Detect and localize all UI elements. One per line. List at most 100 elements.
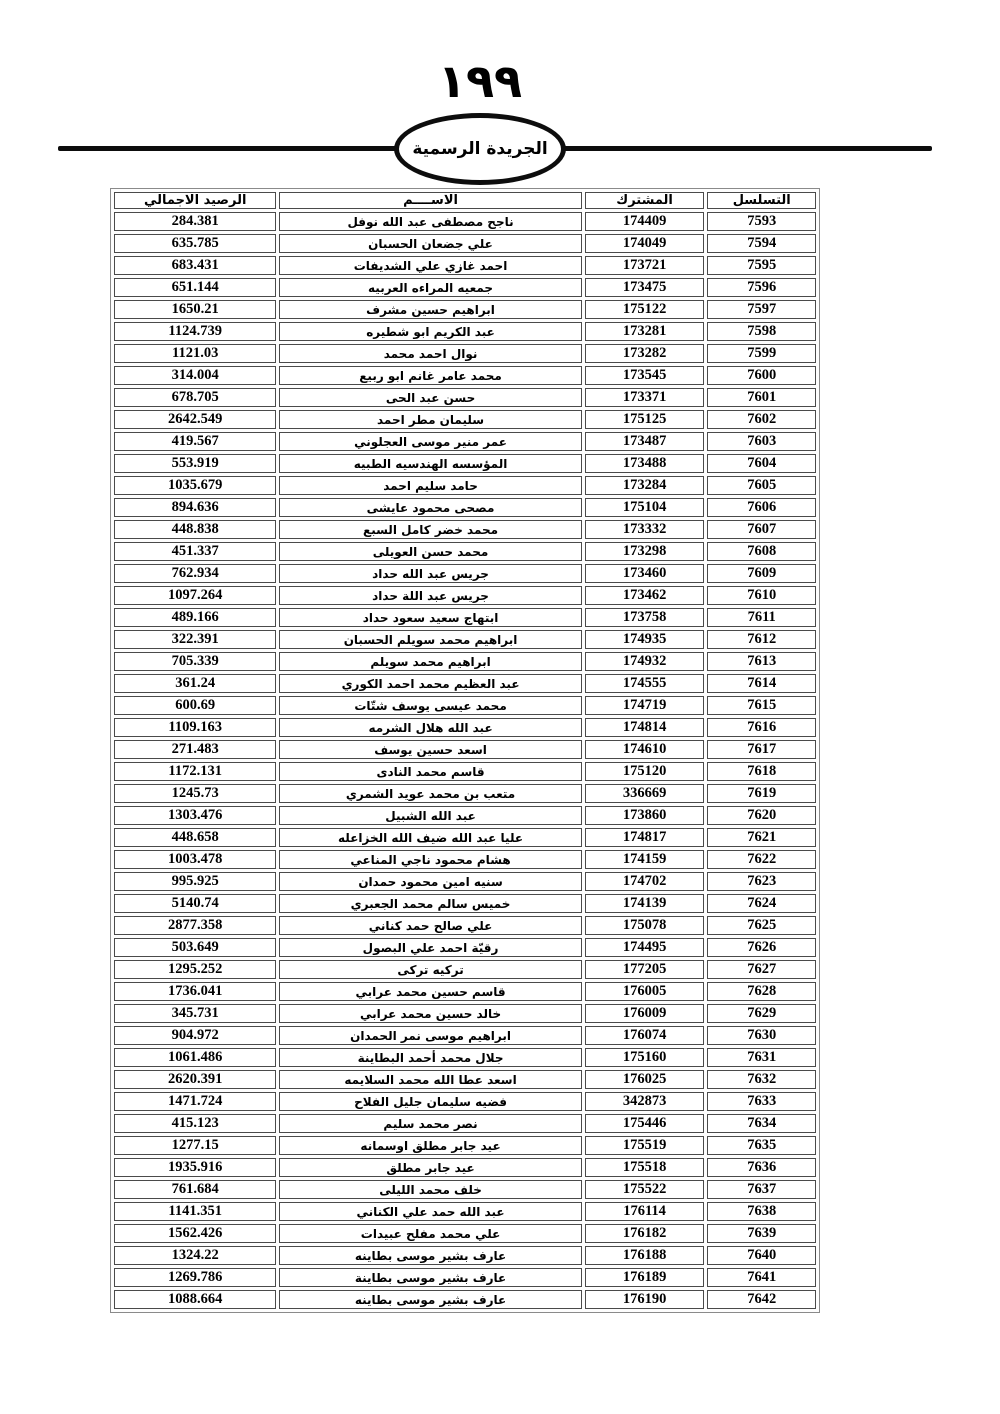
name-cell: ابراهيم محمد سويلم	[279, 652, 582, 671]
name-cell: خلف محمد الليلى	[279, 1180, 582, 1199]
balance-cell: 894.636	[114, 498, 277, 517]
subscriber-cell: 175078	[584, 916, 705, 935]
serial-cell: 7608	[707, 542, 816, 561]
balance-cell: 1172.131	[114, 762, 277, 781]
name-cell: عبد الله حمد علي الكناني	[279, 1202, 582, 1221]
serial-cell: 7638	[707, 1202, 816, 1221]
balance-cell: 284.381	[114, 212, 277, 231]
subscriber-cell: 176182	[584, 1224, 705, 1243]
name-cell: عبد الكريم ابو شطيره	[279, 322, 582, 341]
name-cell: ابراهيم محمد سويلم الحسبان	[279, 630, 582, 649]
balance-cell: 1121.03	[114, 344, 277, 363]
serial-cell: 7617	[707, 740, 816, 759]
name-cell: هشام محمود ناجي المناعي	[279, 850, 582, 869]
balance-cell: 314.004	[114, 366, 277, 385]
name-cell: احمد غازي علي الشديفات	[279, 256, 582, 275]
name-cell: جريس عبد اللة حداد	[279, 586, 582, 605]
balance-cell: 1245.73	[114, 784, 277, 803]
name-cell: خميس سالم محمد الجعبري	[279, 894, 582, 913]
balance-cell: 1562.426	[114, 1224, 277, 1243]
table-row: 7635 175519 عيد جابر مطلق اوسمانه 1277.1…	[114, 1136, 816, 1155]
subscriber-cell: 174610	[584, 740, 705, 759]
name-cell: اسعد حسين يوسف	[279, 740, 582, 759]
subscriber-cell: 176190	[584, 1290, 705, 1309]
serial-cell: 7640	[707, 1246, 816, 1265]
name-cell: ناجح مصطفى عبد الله نوفل	[279, 212, 582, 231]
serial-cell: 7620	[707, 806, 816, 825]
subscriber-cell: 175522	[584, 1180, 705, 1199]
subscriber-cell: 174159	[584, 850, 705, 869]
banner: الجريدة الرسمية	[0, 113, 1000, 188]
name-cell: قاسم حسين محمد عرابي	[279, 982, 582, 1001]
name-cell: عبد الله الشبيل	[279, 806, 582, 825]
subscriber-cell: 175519	[584, 1136, 705, 1155]
table-body: 7593 174409 ناجح مصطفى عبد الله نوفل 284…	[114, 212, 816, 1309]
name-cell: علي محمد مفلح عبيدات	[279, 1224, 582, 1243]
balance-cell: 1471.724	[114, 1092, 277, 1111]
balance-cell: 762.934	[114, 564, 277, 583]
balance-cell: 1324.22	[114, 1246, 277, 1265]
table-row: 7612 174935 ابراهيم محمد سويلم الحسبان 3…	[114, 630, 816, 649]
name-cell: محمد عامر غانم ابو ربيع	[279, 366, 582, 385]
name-cell: خالد حسين محمد عرابي	[279, 1004, 582, 1023]
balance-cell: 1736.041	[114, 982, 277, 1001]
balance-cell: 600.69	[114, 696, 277, 715]
balance-cell: 1269.786	[114, 1268, 277, 1287]
balance-cell: 651.144	[114, 278, 277, 297]
serial-cell: 7634	[707, 1114, 816, 1133]
serial-cell: 7603	[707, 432, 816, 451]
balance-cell: 448.658	[114, 828, 277, 847]
serial-cell: 7632	[707, 1070, 816, 1089]
subscriber-cell: 173298	[584, 542, 705, 561]
name-cell: عارف بشير موسى بطاينه	[279, 1290, 582, 1309]
serial-cell: 7593	[707, 212, 816, 231]
subscriber-cell: 175104	[584, 498, 705, 517]
serial-cell: 7594	[707, 234, 816, 253]
balance-cell: 1124.739	[114, 322, 277, 341]
name-cell: عارف بشير موسى بطاينه	[279, 1246, 582, 1265]
serial-cell: 7616	[707, 718, 816, 737]
subscriber-cell: 176025	[584, 1070, 705, 1089]
subscriber-cell: 176188	[584, 1246, 705, 1265]
balance-cell: 1003.478	[114, 850, 277, 869]
name-cell: عليا عبد الله ضيف الله الخزاعله	[279, 828, 582, 847]
balance-cell: 1061.486	[114, 1048, 277, 1067]
serial-cell: 7641	[707, 1268, 816, 1287]
subscriber-cell: 173371	[584, 388, 705, 407]
table-row: 7626 174495 رقيّة احمد علي البصول 503.64…	[114, 938, 816, 957]
name-cell: عبد الله هلال الشرمه	[279, 718, 582, 737]
serial-cell: 7595	[707, 256, 816, 275]
table-row: 7638 176114 عبد الله حمد علي الكناني 114…	[114, 1202, 816, 1221]
name-cell: جريس عبد الله حداد	[279, 564, 582, 583]
subscriber-cell: 174935	[584, 630, 705, 649]
table-row: 7606 175104 مصحى محمود عايشى 894.636	[114, 498, 816, 517]
name-cell: رقيّة احمد علي البصول	[279, 938, 582, 957]
subscriber-cell: 175120	[584, 762, 705, 781]
table-row: 7632 176025 اسعد عطا الله محمد السلايمه …	[114, 1070, 816, 1089]
serial-cell: 7627	[707, 960, 816, 979]
table-row: 7605 173284 حامد سليم احمد 1035.679	[114, 476, 816, 495]
header-subscriber: المشترك	[584, 192, 705, 209]
balance-cell: 2642.549	[114, 410, 277, 429]
balance-cell: 1035.679	[114, 476, 277, 495]
name-cell: حامد سليم احمد	[279, 476, 582, 495]
table-row: 7642 176190 عارف بشير موسى بطاينه 1088.6…	[114, 1290, 816, 1309]
balance-cell: 448.838	[114, 520, 277, 539]
serial-cell: 7612	[707, 630, 816, 649]
subscriber-cell: 174702	[584, 872, 705, 891]
serial-cell: 7629	[707, 1004, 816, 1023]
serial-cell: 7622	[707, 850, 816, 869]
serial-cell: 7626	[707, 938, 816, 957]
banner-title: الجريدة الرسمية	[412, 139, 548, 159]
name-cell: محمد عيسى يوسف شتّات	[279, 696, 582, 715]
balance-cell: 1097.264	[114, 586, 277, 605]
subscriber-cell: 173281	[584, 322, 705, 341]
serial-cell: 7606	[707, 498, 816, 517]
name-cell: عارف بشير موسى بطاينة	[279, 1268, 582, 1287]
balance-cell: 2877.358	[114, 916, 277, 935]
subscriber-cell: 173487	[584, 432, 705, 451]
serial-cell: 7596	[707, 278, 816, 297]
serial-cell: 7633	[707, 1092, 816, 1111]
subscriber-cell: 174409	[584, 212, 705, 231]
table-row: 7634 175446 نصر محمد سليم 415.123	[114, 1114, 816, 1133]
